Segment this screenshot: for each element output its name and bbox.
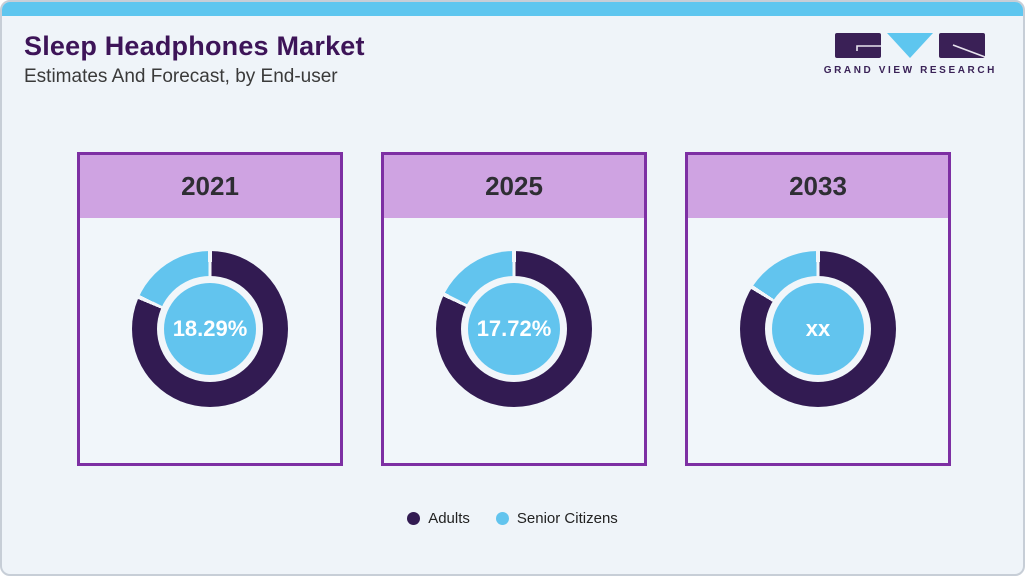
title-block: Sleep Headphones Market Estimates And Fo… — [24, 31, 365, 88]
donut-center-label: xx — [772, 283, 864, 375]
legend-item: Senior Citizens — [495, 510, 618, 527]
donut-chart-2021: 18.29% — [132, 251, 288, 407]
donut-center-label: 18.29% — [164, 283, 256, 375]
gvr-logo-text: GRAND VIEW RESEARCH — [823, 65, 997, 76]
year-card-2025: 2025 17.72% — [381, 152, 647, 466]
year-card-2033: 2033 xx — [685, 152, 951, 466]
legend: Adults Senior Citizens — [2, 510, 1023, 527]
legend-dot — [495, 512, 509, 525]
donut-wrap: 17.72% — [384, 218, 644, 407]
gvr-logo: GRAND VIEW RESEARCH — [824, 33, 997, 76]
year-card-2021: 2021 18.29% — [77, 152, 343, 466]
legend-label: Senior Citizens — [516, 510, 618, 527]
header: Sleep Headphones Market Estimates And Fo… — [2, 16, 1023, 88]
donut-center-label: 17.72% — [468, 283, 560, 375]
donut-chart-2025: 17.72% — [436, 251, 592, 407]
gvr-logo-icon — [835, 33, 986, 58]
legend-item: Adults — [407, 510, 470, 527]
year-card-header: 2021 — [80, 155, 340, 218]
donut-wrap: xx — [688, 218, 948, 407]
donut-wrap: 18.29% — [80, 218, 340, 407]
legend-dot — [407, 512, 421, 525]
page-title: Sleep Headphones Market — [24, 31, 365, 61]
donut-chart-2033: xx — [740, 251, 896, 407]
year-card-header: 2025 — [384, 155, 644, 218]
top-accent-bar — [2, 2, 1023, 16]
year-card-header: 2033 — [688, 155, 948, 218]
legend-label: Adults — [428, 510, 470, 527]
page-subtitle: Estimates And Forecast, by End-user — [24, 66, 338, 87]
cards-row: 2021 18.29% 2025 17.72% 2033 xx — [77, 152, 951, 466]
